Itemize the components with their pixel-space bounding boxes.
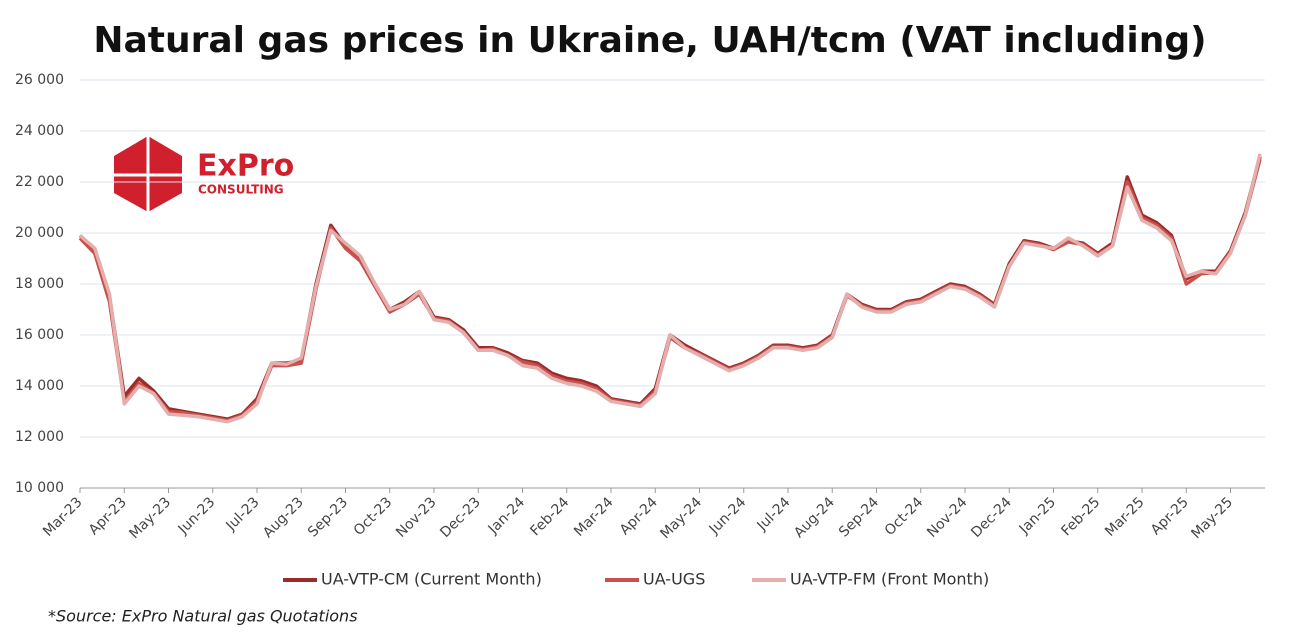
x-tick-label: Sep-24 xyxy=(836,494,882,540)
logo-subtitle: CONSULTING xyxy=(198,183,284,197)
x-tick-label: Jul-24 xyxy=(754,494,794,534)
y-tick-label: 18 000 xyxy=(15,276,64,292)
x-tick-label: Jul-23 xyxy=(223,494,263,534)
y-tick-label: 10 000 xyxy=(15,480,64,496)
x-tick-label: Apr-24 xyxy=(617,494,661,538)
logo-name: ExPro xyxy=(197,149,294,184)
y-tick-label: 14 000 xyxy=(15,378,64,394)
x-tick-label: Apr-25 xyxy=(1148,494,1192,538)
chart-title: Natural gas prices in Ukraine, UAH/tcm (… xyxy=(93,20,1206,61)
x-tick-label: Aug-23 xyxy=(260,494,307,541)
x-tick-label: Jun-23 xyxy=(175,494,219,538)
x-tick-label: Oct-23 xyxy=(351,494,396,539)
legend-label: UA-VTP-CM (Current Month) xyxy=(321,570,542,589)
x-tick-label: Apr-23 xyxy=(86,494,130,538)
x-tick-label: Nov-24 xyxy=(924,494,971,541)
legend-label: UA-UGS xyxy=(643,570,705,589)
x-tick-label: Dec-23 xyxy=(437,494,484,541)
x-tick-label: Mar-23 xyxy=(40,494,86,540)
legend-label: UA-VTP-FM (Front Month) xyxy=(790,570,989,589)
y-tick-label: 20 000 xyxy=(15,225,64,241)
source-note: *Source: ExPro Natural gas Quotations xyxy=(48,607,358,626)
y-tick-label: 16 000 xyxy=(15,327,64,343)
legend: UA-VTP-CM (Current Month) UA-UGS UA-VTP-FM… xyxy=(283,570,989,589)
y-tick-label: 22 000 xyxy=(15,174,64,190)
x-tick-label: Dec-24 xyxy=(968,494,1015,541)
y-tick-label: 12 000 xyxy=(15,429,64,445)
logo: ExPro CONSULTING xyxy=(114,136,294,212)
x-tick-label: Oct-24 xyxy=(882,494,927,539)
x-tick-label: Mar-25 xyxy=(1102,494,1148,540)
x-tick-label: Jan-25 xyxy=(1016,494,1059,537)
x-tick-label: Mar-24 xyxy=(571,494,617,540)
x-tick-label: Sep-23 xyxy=(305,494,351,540)
series-line xyxy=(78,153,1262,424)
x-tick-label: May-25 xyxy=(1188,494,1236,542)
x-tick-label: Jun-24 xyxy=(706,494,750,538)
y-tick-label: 24 000 xyxy=(15,123,64,139)
x-tick-label: Feb-25 xyxy=(1058,494,1103,539)
x-tick-label: Jan-24 xyxy=(485,494,529,538)
x-tick-label: May-24 xyxy=(657,494,705,542)
x-tick-label: Aug-24 xyxy=(791,494,838,541)
x-tick-label: May-23 xyxy=(126,494,174,542)
x-tick-label: Nov-23 xyxy=(393,494,440,541)
y-tick-label: 26 000 xyxy=(15,72,64,88)
x-tick-label: Feb-24 xyxy=(527,494,572,539)
series-line xyxy=(78,158,1262,423)
